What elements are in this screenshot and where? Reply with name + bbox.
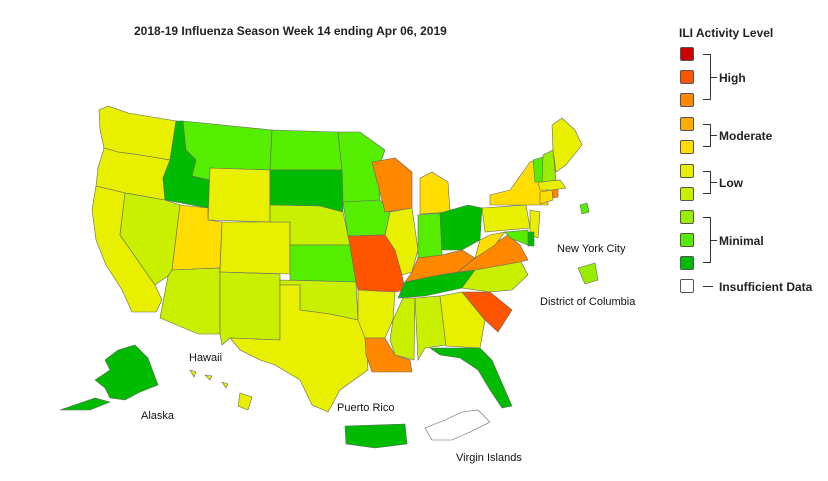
- state-mississippi[interactable]: [389, 297, 416, 361]
- legend-swatch-8: [680, 210, 694, 224]
- legend-swatch-9: [680, 233, 694, 247]
- state-georgia[interactable]: [439, 291, 486, 349]
- state-illinois[interactable]: [384, 207, 419, 276]
- legend-label-low: Low: [719, 176, 743, 190]
- legend-label-moderate: Moderate: [719, 129, 773, 143]
- state-delaware[interactable]: [527, 231, 535, 247]
- state-north-dakota[interactable]: [269, 129, 343, 171]
- legend-brace-moderate: [703, 124, 711, 147]
- legend-swatch-7: [680, 187, 694, 201]
- state-massachusetts[interactable]: [537, 179, 567, 191]
- state-virgin-islands[interactable]: [424, 409, 491, 441]
- state-puerto-rico[interactable]: [344, 423, 408, 449]
- legend-brace-high: [703, 54, 711, 100]
- state-hawaii[interactable]: [189, 369, 253, 411]
- state-south-carolina[interactable]: [461, 291, 513, 333]
- state-pennsylvania[interactable]: [481, 204, 531, 233]
- legend-brace-minimal: [703, 217, 711, 263]
- state-indiana[interactable]: [417, 212, 443, 259]
- state-new-hampshire[interactable]: [541, 149, 557, 183]
- state-florida[interactable]: [429, 347, 513, 409]
- state-kansas[interactable]: [289, 244, 357, 283]
- legend-swatch-5: [680, 140, 694, 154]
- legend-title: ILI Activity Level: [679, 26, 774, 40]
- state-texas[interactable]: [229, 284, 369, 413]
- label-virgin-islands: Virgin Islands: [456, 452, 522, 464]
- state-wyoming[interactable]: [207, 167, 271, 223]
- state-connecticut[interactable]: [539, 189, 554, 205]
- state-iowa[interactable]: [342, 199, 391, 237]
- state-new-york-city[interactable]: [577, 262, 599, 285]
- state-arkansas[interactable]: [357, 289, 396, 339]
- label-district-of-columbia: District of Columbia: [540, 296, 636, 308]
- legend-swatch-2: [680, 70, 694, 84]
- label-hawaii: Hawaii: [189, 352, 223, 364]
- legend-swatch-4: [680, 117, 694, 131]
- state-district-of-columbia[interactable]: [579, 202, 590, 215]
- legend-swatch-3: [680, 93, 694, 107]
- label-puerto-rico: Puerto Rico: [337, 402, 395, 414]
- legend-label-minimal: Minimal: [719, 234, 764, 248]
- map-title: 2018-19 Influenza Season Week 14 ending …: [134, 24, 447, 38]
- legend-label-high: High: [719, 71, 746, 85]
- state-maine[interactable]: [551, 117, 583, 173]
- state-maryland[interactable]: [504, 229, 529, 246]
- state-alaska[interactable]: [59, 344, 159, 411]
- state-ohio[interactable]: [439, 204, 483, 251]
- state-rhode-island[interactable]: [551, 188, 559, 199]
- legend-swatch-1: [680, 47, 694, 61]
- legend-label-insufficient: Insufficient Data: [719, 280, 813, 294]
- legend-brace-low: [703, 171, 711, 194]
- label-alaska: Alaska: [141, 410, 175, 422]
- state-michigan[interactable]: [419, 171, 451, 215]
- legend-swatch-11: [680, 279, 694, 293]
- state-alabama[interactable]: [414, 295, 447, 362]
- state-colorado[interactable]: [219, 221, 291, 275]
- state-vermont[interactable]: [532, 156, 544, 183]
- state-new-jersey[interactable]: [529, 209, 541, 239]
- state-arizona[interactable]: [159, 267, 221, 335]
- label-new-york-city: New York City: [557, 243, 626, 255]
- legend-swatch-10: [680, 256, 694, 270]
- legend-swatch-6: [680, 164, 694, 178]
- state-louisiana[interactable]: [364, 337, 413, 373]
- state-new-mexico[interactable]: [219, 271, 281, 346]
